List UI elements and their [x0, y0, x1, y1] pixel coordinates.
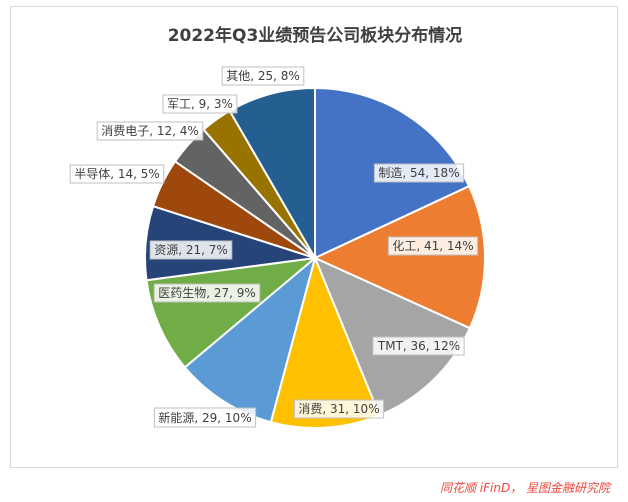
- slice-label-text: 新能源, 29, 10%: [158, 410, 251, 425]
- slice-label-text: 消费, 31, 10%: [298, 402, 379, 416]
- slice-label-text: TMT, 36, 12%: [377, 339, 460, 353]
- slice-label-text: 消费电子, 12, 4%: [101, 124, 199, 138]
- chart-frame: 2022年Q3业绩预告公司板块分布情况 制造, 54, 18% 化工, 41, 1…: [10, 6, 618, 468]
- slice-label-box: [153, 283, 261, 303]
- slice-label-11: 其他, 25, 8%: [221, 66, 305, 86]
- slice-label-text: 其他, 25, 8%: [226, 69, 300, 83]
- slice-label-box: [221, 66, 305, 86]
- pie-labels: 制造, 54, 18% 化工, 41, 14% TMT, 36, 12% 消费, 31…: [69, 66, 479, 428]
- slice-label-9: 消费电子, 12, 4%: [96, 121, 204, 141]
- pie-slice-5: [183, 255, 317, 424]
- chart-title: 2022年Q3业绩预告公司板块分布情况: [167, 26, 463, 46]
- pie-slices: [144, 86, 486, 429]
- slice-label-6: 医药生物, 27, 9%: [153, 283, 261, 303]
- slice-label-box: [387, 236, 479, 256]
- slice-label-box: [96, 121, 204, 141]
- slice-label-3: TMT, 36, 12%: [372, 336, 465, 356]
- slice-label-2: 化工, 41, 14%: [387, 236, 479, 256]
- slice-label-5: 新能源, 29, 10%: [153, 407, 257, 428]
- slice-label-10: 军工, 9, 3%: [162, 94, 238, 114]
- slice-label-4: 消费, 31, 10%: [293, 399, 385, 419]
- slice-label-box: [162, 94, 238, 114]
- slice-label-box: [373, 163, 465, 183]
- source-note: 同花顺 iFinD， 星图金融研究院: [439, 481, 610, 495]
- slice-label-box: [149, 240, 233, 260]
- slice-label-text: 制造, 54, 18%: [378, 166, 459, 180]
- slice-label-text: 资源, 21, 7%: [154, 243, 228, 257]
- slice-label-box: [69, 164, 165, 184]
- slice-label-text: 军工, 9, 3%: [167, 97, 233, 111]
- slice-label-7: 资源, 21, 7%: [149, 240, 233, 260]
- pie-chart: 制造, 54, 18% 化工, 41, 14% TMT, 36, 12% 消费, 31…: [69, 66, 486, 429]
- slice-label-text: 半导体, 14, 5%: [74, 167, 160, 181]
- slice-label-box: [372, 336, 465, 356]
- slice-label-8: 半导体, 14, 5%: [69, 164, 165, 184]
- pie-slice-2: [312, 184, 486, 330]
- slice-label-text: 医药生物, 27, 9%: [158, 286, 256, 300]
- slice-label-1: 制造, 54, 18%: [373, 163, 465, 183]
- slice-label-text: 化工, 41, 14%: [392, 239, 473, 253]
- slice-label-box: [153, 407, 257, 428]
- slice-label-box: [293, 399, 385, 419]
